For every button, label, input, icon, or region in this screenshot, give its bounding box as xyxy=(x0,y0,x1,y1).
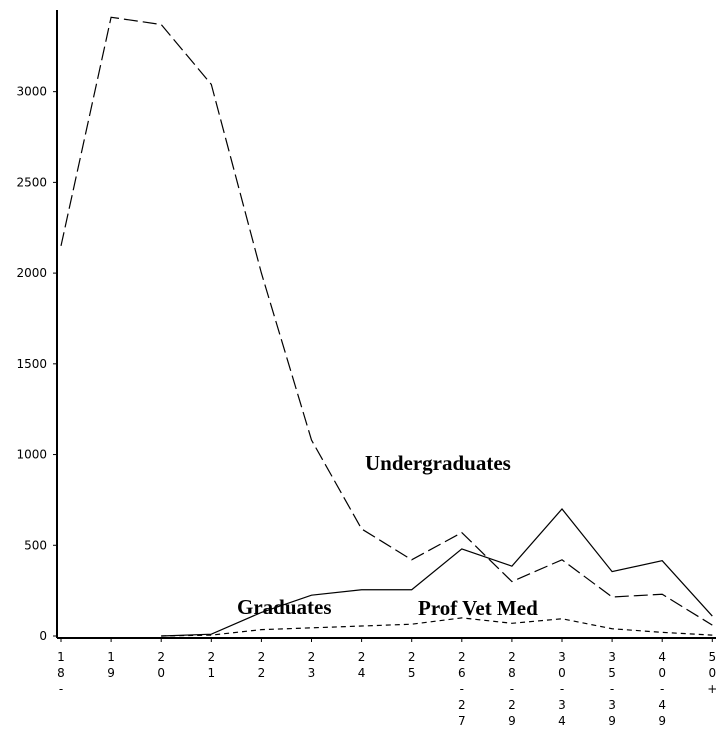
x-tick-char: 2 xyxy=(308,650,316,664)
x-tick-char: - xyxy=(660,682,664,696)
x-tick-char: 1 xyxy=(207,666,215,680)
x-tick-char: 9 xyxy=(608,714,616,728)
x-tick-char: 2 xyxy=(358,650,366,664)
x-tick-char: - xyxy=(460,682,464,696)
x-tick-label: 3 5 - 3 9 xyxy=(608,650,616,728)
x-tick-char: 0 xyxy=(157,666,165,680)
x-tick-char: 2 xyxy=(458,650,466,664)
x-tick-char: 2 xyxy=(458,698,466,712)
series-line xyxy=(161,508,713,637)
x-tick-label: 1 8 - xyxy=(57,650,65,696)
y-tick-label: 1500 xyxy=(16,357,47,371)
x-tick-char: - xyxy=(610,682,614,696)
x-tick-char: 5 xyxy=(608,666,616,680)
series-label: Prof Vet Med xyxy=(418,596,538,620)
x-tick-label: 2 8 - 2 9 xyxy=(508,650,516,728)
x-tick-char: 3 xyxy=(608,698,616,712)
y-tick-label: 0 xyxy=(39,629,47,643)
x-tick-char: 9 xyxy=(658,714,666,728)
x-tick-char: 3 xyxy=(558,698,566,712)
x-tick-label: 5 0 + xyxy=(707,650,716,696)
x-tick-label: 3 0 - 3 4 xyxy=(558,650,566,728)
y-tick-label: 1000 xyxy=(16,448,47,462)
x-tick-char: 4 xyxy=(658,698,666,712)
series-label: Graduates xyxy=(237,595,332,619)
x-tick-char: - xyxy=(59,682,63,696)
x-tick-char: 3 xyxy=(558,650,566,664)
x-tick-char: 0 xyxy=(658,666,666,680)
x-tick-char: 1 xyxy=(107,650,115,664)
x-tick-char: 9 xyxy=(107,666,115,680)
x-tick-char: - xyxy=(560,682,564,696)
x-tick-char: 0 xyxy=(708,666,716,680)
y-tick-label: 2000 xyxy=(16,266,47,280)
x-tick-char: 4 xyxy=(558,714,566,728)
x-tick-char: 8 xyxy=(57,666,65,680)
x-tick-char: 5 xyxy=(708,650,716,664)
x-tick-char: 3 xyxy=(608,650,616,664)
x-tick-char: 4 xyxy=(658,650,666,664)
x-tick-char: 8 xyxy=(508,666,516,680)
x-tick-char: 2 xyxy=(508,698,516,712)
x-tick-char: + xyxy=(707,682,716,696)
x-tick-char: 7 xyxy=(458,714,466,728)
x-tick-char: 4 xyxy=(358,666,366,680)
y-tick-label: 2500 xyxy=(16,175,47,189)
x-tick-char: 2 xyxy=(258,650,266,664)
x-tick-label: 4 0 - 4 9 xyxy=(658,650,666,728)
x-tick-char: 0 xyxy=(558,666,566,680)
x-tick-char: 2 xyxy=(508,650,516,664)
x-tick-char: 6 xyxy=(458,666,466,680)
x-tick-char: 2 xyxy=(408,650,416,664)
x-tick-char: 9 xyxy=(508,714,516,728)
y-tick-label: 3000 xyxy=(16,85,47,99)
x-tick-char: - xyxy=(510,682,514,696)
x-tick-char: 1 xyxy=(57,650,65,664)
x-tick-char: 2 xyxy=(258,666,266,680)
x-tick-char: 2 xyxy=(207,650,215,664)
x-tick-char: 5 xyxy=(408,666,416,680)
x-tick-char: 3 xyxy=(308,666,316,680)
series-line xyxy=(60,16,713,626)
y-tick-label: 500 xyxy=(24,538,47,552)
series-line xyxy=(161,617,713,637)
series-label: Undergraduates xyxy=(365,451,511,475)
x-tick-label: 2 6 - 2 7 xyxy=(458,650,466,728)
x-tick-char: 2 xyxy=(157,650,165,664)
